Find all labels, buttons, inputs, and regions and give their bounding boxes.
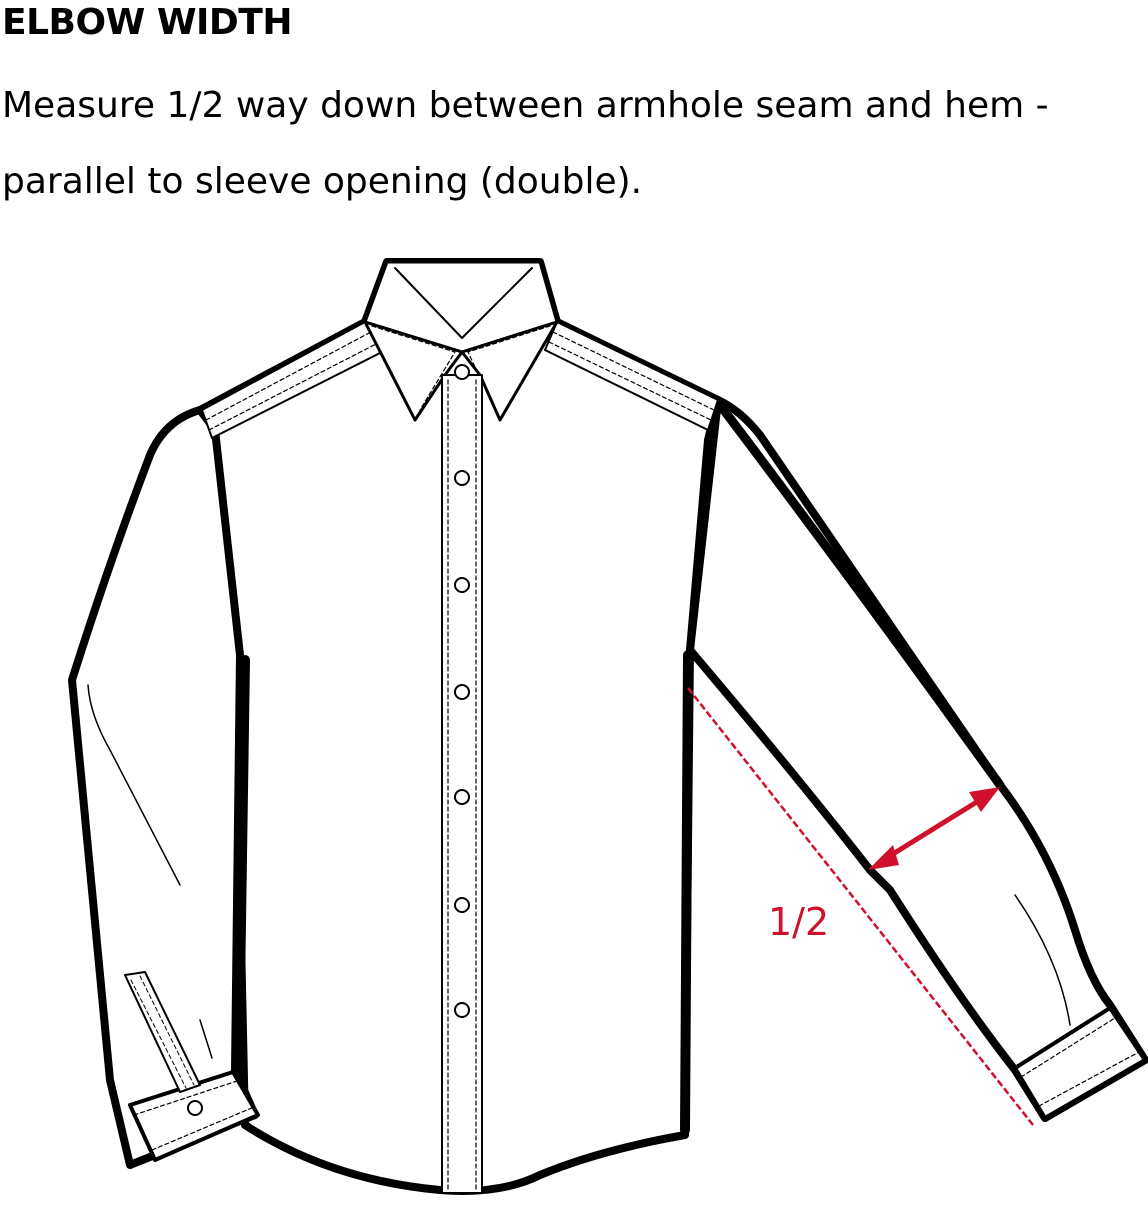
- elbow-width-arrow: [878, 792, 990, 865]
- right-sleeve-fold: [1014, 894, 1071, 1026]
- sleeve-length-dashed-line: [687, 687, 1034, 1126]
- instructions-text: Measure 1/2 way down between armhole sea…: [2, 85, 1049, 202]
- left-cuff-stitch: [133, 1080, 255, 1151]
- placket-stitch: [447, 379, 477, 1191]
- half-annotation-label: 1/2: [768, 900, 829, 944]
- elbow-measurement: [687, 687, 1034, 1126]
- right-cuff-stitch: [1020, 1017, 1140, 1107]
- left-yoke-stitch: [205, 332, 377, 431]
- collar-stitch: [371, 325, 551, 411]
- right-yoke-stitch: [548, 331, 715, 421]
- button-icon: [454, 1002, 470, 1018]
- right-side-shadow: [680, 650, 693, 1135]
- right-cuff: [1013, 1006, 1147, 1120]
- button-icon: [454, 470, 470, 486]
- left-sleeve-outline: [68, 406, 259, 1169]
- left-sleeve-fold: [87, 684, 213, 1059]
- button-icon: [454, 684, 470, 700]
- button-icon: [454, 577, 470, 593]
- buttons: [454, 364, 470, 1018]
- arrow-head-right-icon: [969, 787, 1000, 812]
- left-sleeve-placket: [124, 971, 201, 1093]
- arrow-head-left-icon: [868, 845, 899, 870]
- left-side-shadow: [233, 655, 250, 1125]
- collar-inner: [394, 267, 533, 339]
- left-placket-stitch: [130, 975, 195, 1089]
- right-sleeve-shadow: [715, 400, 1005, 790]
- page-title: ELBOW WIDTH: [2, 2, 293, 43]
- cuff-button-icon: [187, 1100, 203, 1116]
- right-sleeve-outline: [686, 396, 1148, 1122]
- button-icon: [454, 789, 470, 805]
- button-icon: [454, 897, 470, 913]
- button-icon: [454, 364, 470, 380]
